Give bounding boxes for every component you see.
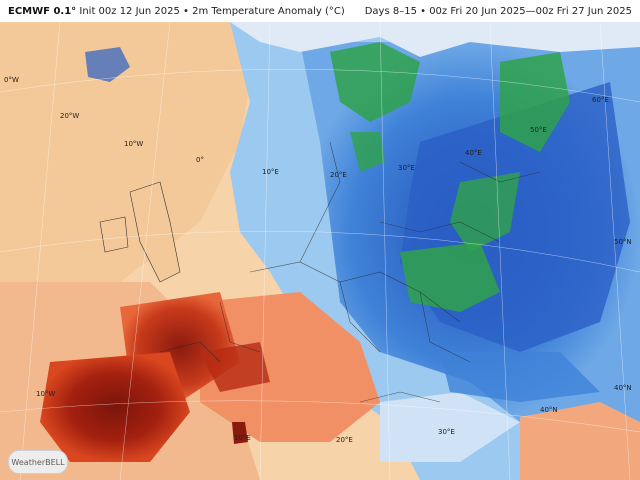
anomaly-map: 0°W 20°W 10°W 0° 10°E 20°E 30°E 40°E 50°… (0, 22, 640, 480)
label-10w: 10°W (124, 140, 143, 148)
russia-mid-green (450, 172, 520, 252)
label-40e: 40°E (465, 149, 482, 157)
iceland (85, 47, 130, 82)
label-40n: 40°N (540, 406, 558, 414)
label-10e: 10°E (262, 168, 279, 176)
label-0: 0° (196, 156, 204, 164)
label-30e-bottom: 30°E (438, 428, 455, 436)
atlantic-warm-zone (0, 22, 260, 322)
label-40n-right: 40°N (614, 384, 632, 392)
graticule (0, 22, 640, 480)
header-bar: ECMWF 0.1° Init 00z 12 Jun 2025 • 2m Tem… (0, 0, 640, 22)
map-svg: 0°W 20°W 10°W 0° 10°E 20°E 30°E 40°E 50°… (0, 22, 640, 480)
logo-text: WeatherBELL (11, 457, 65, 467)
ireland (99, 216, 129, 253)
italy-balkan-warm (200, 292, 380, 442)
label-10e-bottom: 10°E (234, 434, 251, 442)
label-60e: 60°E (592, 96, 609, 104)
finland-green (350, 132, 385, 172)
weatherbell-logo: WeatherBELL (8, 450, 68, 474)
country-borders (159, 141, 541, 403)
init-info: Init 00z 12 Jun 2025 • 2m Temperature An… (79, 5, 345, 17)
great-britain (129, 181, 181, 283)
label-50n: 50°N (614, 238, 632, 246)
label-20w: 20°W (60, 112, 79, 120)
grid-labels: 0°W 20°W 10°W 0° 10°E 20°E 30°E 40°E 50°… (4, 76, 632, 444)
russia-north-green (500, 52, 570, 152)
label-50e: 50°E (530, 126, 547, 134)
ukraine-green (400, 242, 500, 312)
arctic-zone (230, 22, 640, 57)
header-left: ECMWF 0.1° Init 00z 12 Jun 2025 • 2m Tem… (8, 6, 345, 17)
label-0w: 0°W (4, 76, 19, 84)
sardinia (232, 422, 248, 444)
label-20e: 20°E (330, 171, 347, 179)
alps-hot (200, 342, 270, 392)
label-20e-bottom: 20°E (336, 436, 353, 444)
turkey-cool (380, 392, 520, 462)
model-name: ECMWF 0.1° (8, 5, 77, 17)
period-info: Days 8–15 • 00z Fri 20 Jun 2025—00z Fri … (364, 5, 632, 17)
scandinavia-green (330, 42, 420, 122)
black-sea-region (440, 352, 600, 402)
iberia-hot (40, 352, 190, 462)
middle-east-warm (520, 402, 640, 480)
label-10w-bottom: 10°W (36, 390, 55, 398)
label-30e: 30°E (398, 164, 415, 172)
